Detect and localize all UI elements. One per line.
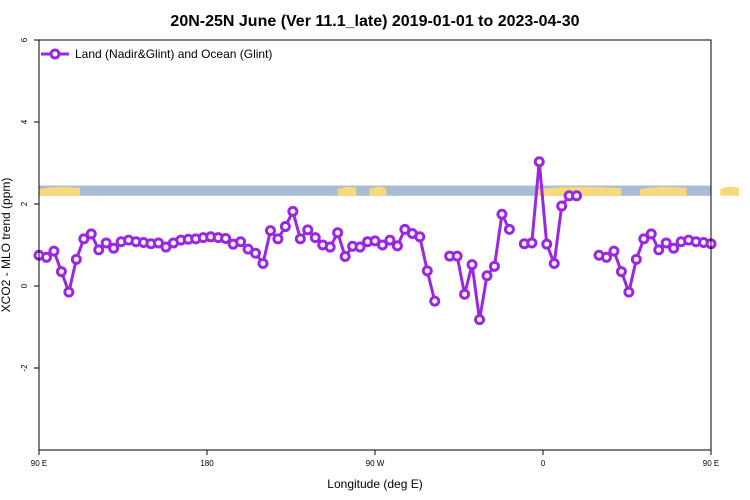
data-point [257,257,269,269]
data-point [533,156,545,168]
data-point [279,221,291,233]
x-tick-label: 90 E [31,459,47,468]
land-area [337,186,357,196]
data-point [668,242,680,254]
legend-marker-swatch [49,48,61,60]
data-point [421,265,433,277]
x-tick-label: 90 E [703,459,719,468]
y-tick-label: 6 [20,37,29,42]
data-point [250,247,262,259]
land-area [369,186,387,196]
data-point [220,232,232,244]
data-point [376,239,388,251]
data-point [339,250,351,262]
data-point [332,227,344,239]
chart-title: 20N-25N June (Ver 11.1_late) 2019-01-01 … [170,13,579,30]
data-point [474,314,486,326]
data-point [608,245,620,257]
data-point [309,232,321,244]
legend: Land (Nadir&Glint) and Ocean (Glint) [41,47,272,61]
series-line [449,212,511,322]
data-point [100,237,112,249]
data-point [354,241,366,253]
x-tick-label: 180 [200,459,214,468]
data-point [548,257,560,269]
data-point [615,266,627,278]
data-point [63,286,75,298]
land-area [39,186,81,196]
data-point [302,224,314,236]
data-point [660,237,672,249]
land-area [640,186,687,196]
data-point [481,270,493,282]
data-point [235,236,247,248]
data-point [496,208,508,220]
data-point [638,233,650,245]
y-tick-label: 4 [20,119,29,124]
data-point [294,233,306,245]
data-point [556,200,568,212]
data-point [451,250,463,262]
data-point [93,244,105,256]
x-axis-label: Longitude (deg E) [327,477,422,491]
data-point [108,242,120,254]
data-point [429,295,441,307]
data-point [414,231,426,243]
data-point [630,253,642,265]
data-point [503,223,515,235]
data-point [48,245,60,257]
x-tick-label: 90 W [366,459,385,468]
y-axis-label: XCO2 - MLO trend (ppm) [0,178,13,313]
y-tick-label: 2 [20,201,29,206]
data-point [391,240,403,252]
data-point [600,251,612,263]
data-point [264,225,276,237]
y-tick-label: -2 [20,364,29,372]
x-tick-label: 0 [541,459,546,468]
series-line [38,209,437,302]
data-point [653,244,665,256]
y-tick-label: 0 [20,283,29,288]
data-point [645,228,657,240]
land-area [720,186,739,196]
data-point [78,233,90,245]
data-point [70,253,82,265]
data-point [85,228,97,240]
data-point [466,259,478,271]
data-point [459,288,471,300]
data-point [40,251,52,263]
land-ocean-strip [39,185,739,196]
data-point [488,260,500,272]
legend-label: Land (Nadir&Glint) and Ocean (Glint) [75,47,272,61]
data-point [571,190,583,202]
data-point [526,237,538,249]
data-point [287,205,299,217]
data-point [55,266,67,278]
data-point [324,241,336,253]
data-point [541,238,553,250]
y-axis: -2 0 2 4 6 [20,37,39,372]
data-point [384,234,396,246]
series-layer [33,156,717,326]
data-point [623,286,635,298]
data-point [272,233,284,245]
x-axis: 90 E 180 90 W 0 90 E [31,450,719,468]
